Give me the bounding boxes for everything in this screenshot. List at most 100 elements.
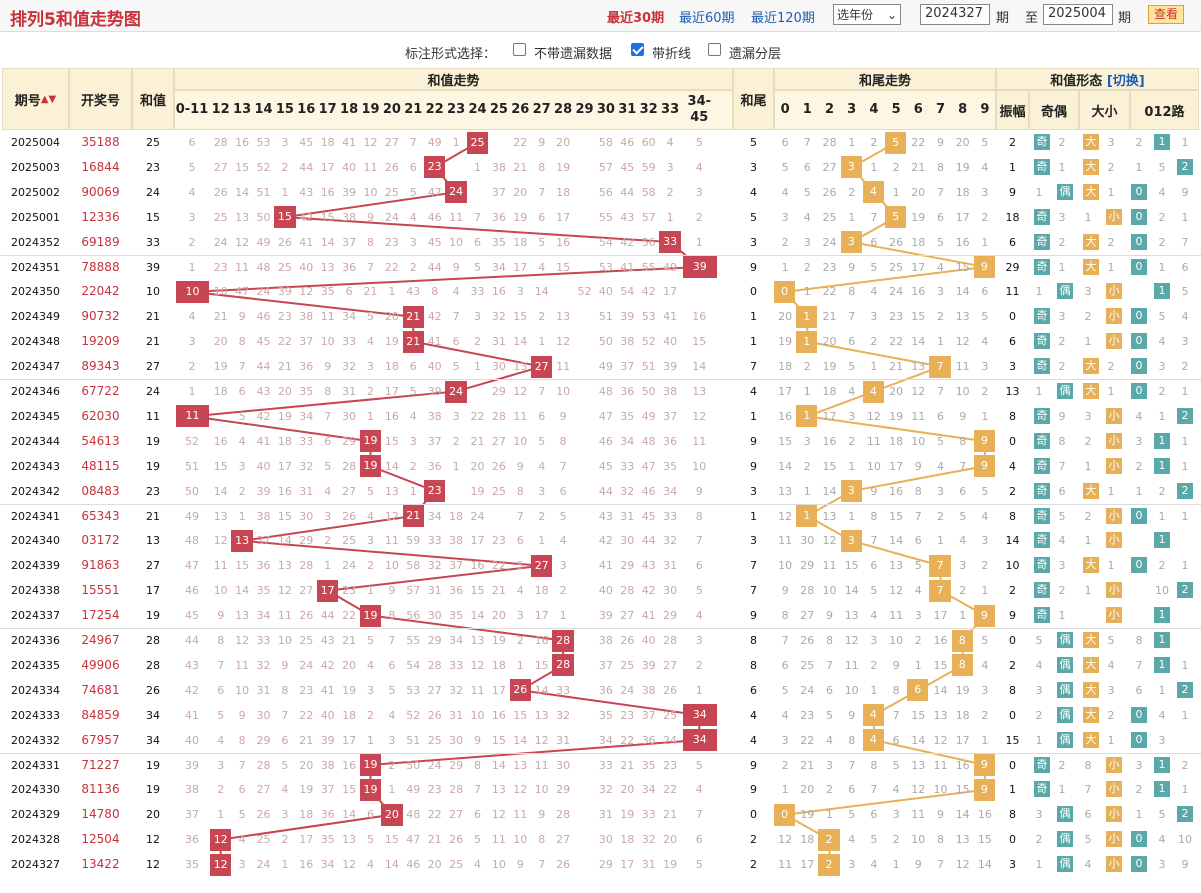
sum-miss-cell: 27 [491,434,506,448]
query-button[interactable]: 查看 [1148,5,1184,24]
sum-miss-cell: 9 [695,484,703,498]
sum-miss-cell: 42 [299,210,314,224]
sum-miss-cell: 5 [473,833,481,847]
tail-miss-cell: 19 [955,683,970,697]
tail-miss-cell: 17 [955,210,970,224]
sum-miss-cell: 23 [620,708,635,722]
polyline-checkbox[interactable] [631,43,644,56]
start-issue-input[interactable]: 2024327 [920,4,990,25]
sum-miss-cell: 10 [470,708,485,722]
sum-miss-cell: 22 [427,808,442,822]
sum-miss-cell: 30 [491,360,506,374]
sum-miss-cell: 13 [513,758,528,772]
tail-miss-cell: 3 [936,484,944,498]
sum-miss-cell: 18 [342,708,357,722]
sum-miss-cell: 20 [427,858,442,872]
sum-miss-cell: 26 [620,634,635,647]
tail-miss-cell: 11 [844,658,859,672]
period-30-link[interactable]: 最近30期 [607,11,665,26]
sum-miss-cell: 51 [185,459,199,473]
tail-miss-cell: 4 [781,708,789,722]
sum-miss-cell: 22 [384,260,399,274]
tail-miss-cell: 16 [911,285,926,299]
sort-icon[interactable]: ▲▼ [40,93,57,105]
sum-miss-cell: 32 [641,833,656,847]
sum-miss-cell: 12 [491,808,506,822]
miss-layer-checkbox[interactable] [708,43,721,56]
end-issue-input[interactable]: 2025004 [1043,4,1113,25]
sum-miss-cell: 4 [366,335,374,349]
road-badge: 0 [1131,383,1147,399]
sum-cell: 23 [146,484,160,498]
issue-cell: 2024351 [11,260,60,274]
code-cell: 03172 [81,533,120,548]
sum-miss-cell: 10 [384,559,399,573]
road-badge: 1 [1154,656,1170,673]
no-miss-checkbox[interactable] [513,43,526,56]
form-miss-cell: 1 [1058,609,1066,623]
sum-miss-cell: 17 [342,733,357,747]
sum-miss-cell: 49 [406,783,421,797]
sum-miss-cell: 8 [431,285,439,299]
sum-miss-cell: 1 [452,459,460,473]
tail-miss-cell: 9 [825,609,833,623]
year-select[interactable]: 选年份 ⌄ [833,4,901,25]
tail-cell: 3 [750,534,757,548]
sum-miss-cell: 33 [598,758,613,772]
tail-miss-cell: 5 [914,559,922,573]
code-cell: 81136 [81,782,120,797]
sum-miss-cell: 21 [513,160,528,174]
tail-miss-cell: 16 [889,484,904,498]
sum-miss-cell: 21 [491,584,506,598]
tail-miss-cell: 8 [914,484,922,498]
code-cell: 67722 [81,384,120,398]
tail-miss-cell: 5 [781,160,789,174]
tail-miss-cell: 18 [911,235,926,249]
sum-miss-cell: 3 [281,136,289,149]
sum-miss-cell: 1 [281,858,289,872]
sum-miss-cell: 29 [256,733,271,747]
big-badge: 大 [1083,706,1099,723]
issue-header[interactable]: 期号 ▲▼ [2,68,69,130]
tail-miss-cell: 16 [955,235,970,249]
table-row: 2024347 89343 27 2 19 7 44 21 36 9 32 3 18 6 40 5 1 30 13 2… [0,354,1201,379]
sum-miss-cell: 41 [299,235,314,249]
sum-miss-cell: 1 [281,185,289,199]
period-120-link[interactable]: 最近120期 [751,11,815,26]
road-header: 012路 [1130,90,1199,130]
sum-miss-cell: 35 [449,609,464,623]
tail-miss-cell: 11 [778,534,793,548]
issue-cell: 2024349 [11,310,60,324]
tail-miss-cell: 13 [844,609,859,623]
tail-miss-cell: 12 [844,634,859,647]
sum-miss-cell: 1 [366,584,374,598]
issue-cell: 2024339 [11,559,60,573]
sum-miss-cell: 52 [406,708,421,722]
form-miss-cell: 10 [1155,584,1169,598]
tail-miss-cell: 9 [914,459,922,473]
tail-miss-cell: 11 [822,559,837,573]
sum-miss-cell: 12 [534,733,549,747]
sum-mark: 23 [424,480,446,503]
tail-mark: 2 [818,828,840,851]
sum-miss-cell: 46 [427,210,442,224]
tail-miss-cell: 1 [914,658,922,672]
form-miss-cell: 1 [1035,385,1043,398]
sum-miss-cell: 5 [188,160,196,174]
sum-miss-cell: 22 [299,708,314,722]
sum-miss-cell: 54 [406,658,421,672]
sum-miss-cell: 8 [324,385,332,398]
tail-miss-cell: 4 [803,210,811,224]
sum-miss-cell: 9 [281,658,289,672]
tail-miss-cell: 6 [914,534,922,548]
sum-miss-cell: 36 [620,385,635,398]
form-miss-cell: 1 [1058,260,1066,274]
sum-miss-cell: 32 [598,783,613,797]
sum-miss-cell: 15 [342,783,357,797]
tail-miss-cell: 14 [911,733,926,747]
form-miss-cell: 2 [1107,235,1115,249]
period-60-link[interactable]: 最近60期 [679,11,735,26]
switch-link[interactable]: [切换] [1106,73,1145,89]
sum-miss-cell: 3 [409,235,417,249]
issue-cell: 2025001 [11,210,60,224]
